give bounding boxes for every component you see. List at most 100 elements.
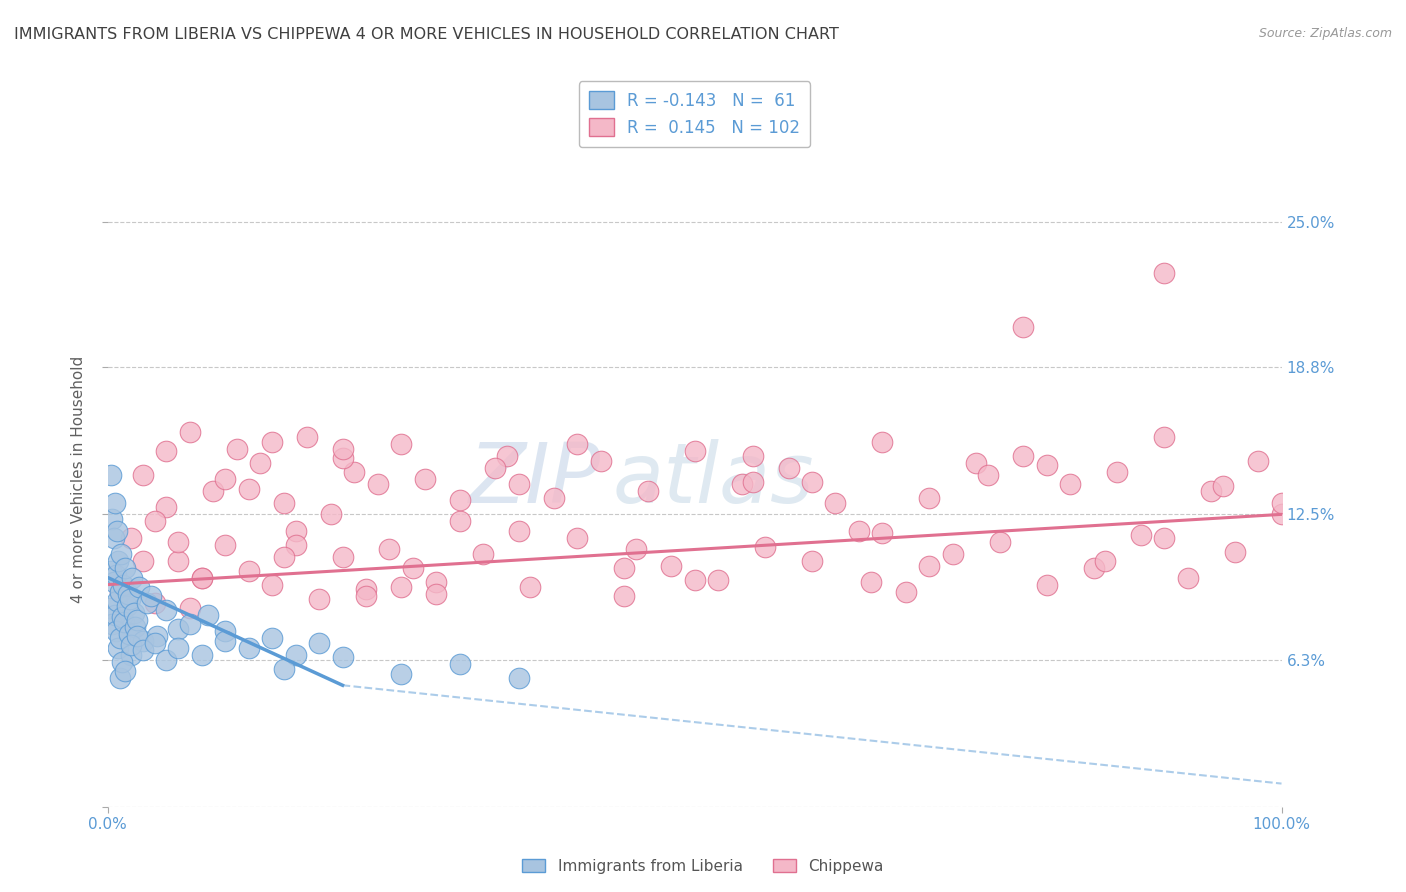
Point — [214, 472, 236, 486]
Point — [354, 582, 377, 597]
Point — [167, 554, 190, 568]
Point — [108, 584, 131, 599]
Point — [354, 589, 377, 603]
Text: Source: ZipAtlas.com: Source: ZipAtlas.com — [1258, 27, 1392, 40]
Point — [508, 671, 530, 685]
Point — [143, 515, 166, 529]
Point — [238, 564, 260, 578]
Point — [801, 475, 824, 489]
Point — [1270, 496, 1292, 510]
Point — [1223, 545, 1246, 559]
Point — [120, 531, 142, 545]
Point — [214, 633, 236, 648]
Point — [872, 434, 894, 449]
Point — [101, 617, 124, 632]
Point — [449, 657, 471, 672]
Point — [120, 639, 142, 653]
Point — [112, 615, 135, 629]
Point — [104, 496, 127, 510]
Point — [146, 629, 169, 643]
Point — [683, 444, 706, 458]
Point — [1153, 531, 1175, 545]
Point — [742, 475, 765, 489]
Point — [942, 547, 965, 561]
Point — [824, 496, 846, 510]
Point — [111, 610, 134, 624]
Point — [100, 564, 122, 578]
Point — [308, 591, 330, 606]
Point — [308, 636, 330, 650]
Point — [730, 477, 752, 491]
Point — [197, 607, 219, 622]
Point — [132, 554, 155, 568]
Point — [135, 596, 157, 610]
Point — [179, 617, 201, 632]
Point — [214, 538, 236, 552]
Point — [122, 606, 145, 620]
Point — [155, 444, 177, 458]
Point — [104, 607, 127, 622]
Point — [167, 640, 190, 655]
Point — [202, 483, 225, 498]
Point — [262, 434, 284, 449]
Point — [249, 456, 271, 470]
Text: atlas: atlas — [613, 439, 814, 520]
Point — [1247, 453, 1270, 467]
Point — [143, 596, 166, 610]
Point — [402, 561, 425, 575]
Point — [1083, 561, 1105, 575]
Point — [425, 575, 447, 590]
Point — [112, 577, 135, 591]
Point — [495, 449, 517, 463]
Point — [659, 558, 682, 573]
Point — [103, 575, 125, 590]
Point — [124, 620, 146, 634]
Legend: R = -0.143   N =  61, R =  0.145   N = 102: R = -0.143 N = 61, R = 0.145 N = 102 — [579, 81, 810, 147]
Point — [389, 437, 412, 451]
Point — [167, 535, 190, 549]
Point — [120, 591, 142, 606]
Point — [155, 603, 177, 617]
Point — [1059, 477, 1081, 491]
Point — [297, 430, 319, 444]
Point — [238, 482, 260, 496]
Point — [332, 650, 354, 665]
Point — [284, 648, 307, 662]
Point — [101, 512, 124, 526]
Point — [107, 554, 129, 568]
Point — [103, 531, 125, 545]
Point — [190, 571, 212, 585]
Point — [238, 640, 260, 655]
Point — [1153, 430, 1175, 444]
Point — [567, 437, 589, 451]
Point — [273, 662, 295, 676]
Point — [519, 580, 541, 594]
Point — [367, 477, 389, 491]
Point — [1270, 508, 1292, 522]
Point — [273, 496, 295, 510]
Point — [613, 561, 636, 575]
Point — [1153, 266, 1175, 280]
Point — [801, 554, 824, 568]
Point — [214, 624, 236, 639]
Point — [624, 542, 647, 557]
Point — [115, 599, 138, 613]
Point — [1177, 571, 1199, 585]
Point — [179, 601, 201, 615]
Point — [1036, 458, 1059, 473]
Point — [918, 491, 941, 505]
Point — [778, 460, 800, 475]
Point — [190, 571, 212, 585]
Point — [105, 594, 128, 608]
Point — [111, 655, 134, 669]
Point — [225, 442, 247, 456]
Point — [104, 624, 127, 639]
Point — [1199, 483, 1222, 498]
Point — [413, 472, 436, 486]
Point — [120, 648, 142, 662]
Point — [343, 465, 366, 479]
Point — [98, 601, 121, 615]
Point — [707, 573, 730, 587]
Point — [190, 648, 212, 662]
Point — [378, 542, 401, 557]
